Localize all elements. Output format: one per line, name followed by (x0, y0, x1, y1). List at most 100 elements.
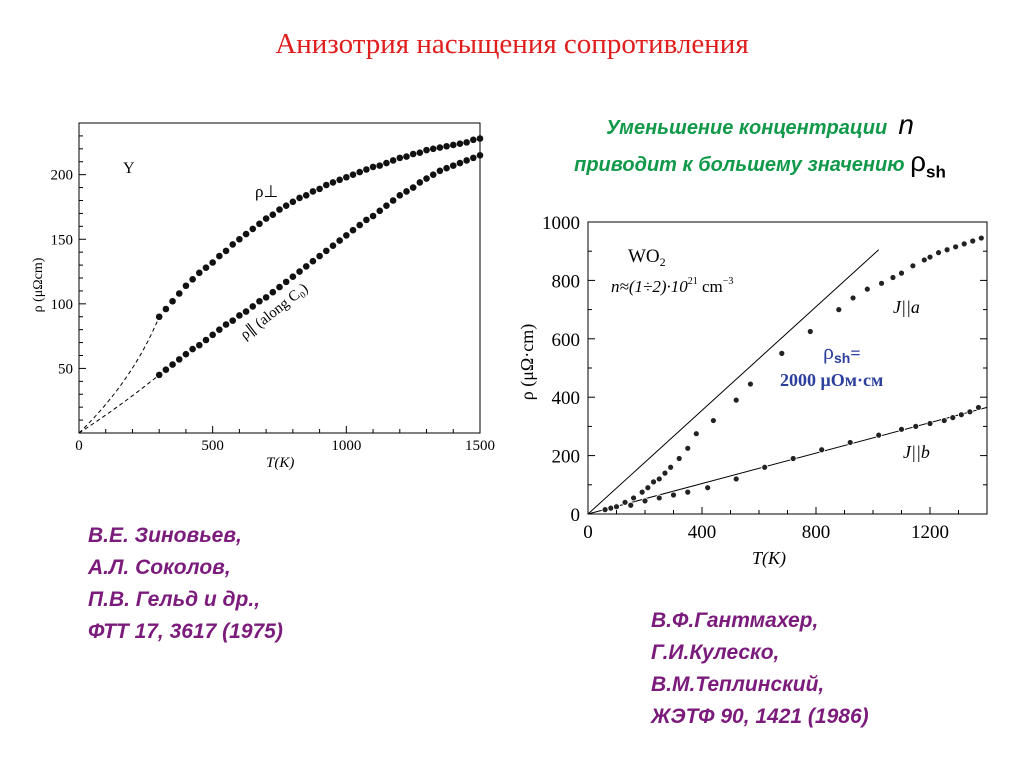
point-rho-par (343, 232, 350, 239)
point-rho-par (302, 263, 310, 270)
reference-right-line: В.Ф.Гантмахер, (651, 609, 819, 632)
point-j-b (846, 439, 854, 446)
point-rho-perp (169, 297, 176, 305)
point-rho-perp (155, 313, 163, 321)
point-rho-par (456, 159, 464, 167)
point-rho-perp (182, 282, 190, 290)
point-rho-perp (262, 215, 270, 222)
point-rho-perp (416, 149, 424, 157)
legend-perp-text: ρ⊥ (255, 182, 278, 201)
y-tick-label: 150 (51, 232, 74, 248)
point-rho-perp (249, 225, 257, 233)
reference-left-line: ФТТ 17, 3617 (1975) (88, 620, 283, 643)
point-j-b (926, 420, 934, 427)
note-rho-sub: sh (926, 162, 946, 182)
chart-left-tick-labels: 0 500 1000 1500 50 100 150 200 (51, 168, 496, 454)
point-j-a (661, 469, 669, 477)
x-tick-label: 0 (75, 438, 83, 454)
y-tick-label: 1000 (542, 213, 580, 234)
point-j-a (655, 475, 663, 483)
point-rho-perp (463, 139, 470, 146)
note-text: Уменьшение концентрации n приводит к бол… (540, 108, 980, 190)
point-rho-par (329, 242, 337, 250)
point-j-b (875, 431, 883, 439)
point-rho-par (376, 207, 384, 215)
point-rho-perp (476, 135, 484, 142)
point-j-b (684, 488, 692, 496)
point-rho-par (269, 288, 277, 296)
note-rho: ρ (910, 146, 927, 177)
point-rho-par (423, 175, 430, 182)
point-rho-par (443, 164, 450, 172)
point-rho-par (416, 179, 424, 186)
point-rho-par (349, 226, 357, 234)
point-rho-par (242, 308, 250, 315)
chart-left-points (155, 135, 484, 379)
point-rho-par (336, 237, 343, 244)
point-rho-perp (316, 185, 323, 193)
point-rho-perp (349, 171, 357, 178)
y-tick-label: 400 (552, 388, 581, 409)
chart-right-ref-line-shallow (587, 406, 988, 515)
chart-right-rho-sh: ρsh= (823, 339, 861, 366)
point-j-a (935, 249, 942, 257)
point-j-a (732, 396, 740, 404)
point-rho-perp (456, 140, 464, 147)
point-rho-perp (222, 247, 230, 255)
chart-right-concentration: n≈(1÷2)·1021 cm−3 (611, 276, 733, 296)
point-j-b (670, 491, 677, 499)
point-rho-perp (296, 194, 303, 202)
chart-left-extrapolation-par (78, 374, 160, 434)
chart-right-tick-labels: 0 400 800 1200 0 200 400 600 800 1000 (542, 213, 949, 543)
point-rho-perp (369, 163, 377, 171)
chart-right-ref-line-steep (587, 249, 880, 515)
sample-sub: 2 (660, 255, 666, 269)
point-rho-par (363, 216, 370, 224)
reference-left-line: В.Е. Зиновьев, (88, 524, 242, 547)
point-j-b (818, 446, 826, 454)
point-j-a (898, 269, 905, 277)
concentration-unit-exp: −3 (723, 276, 734, 287)
point-rho-perp (409, 150, 417, 158)
point-j-b (898, 425, 905, 433)
point-j-b (613, 503, 620, 511)
point-rho-par (175, 356, 183, 363)
y-tick-label: 600 (552, 330, 581, 351)
point-rho-par (222, 321, 230, 328)
point-rho-par (356, 221, 364, 229)
point-rho-par (216, 326, 223, 333)
chart-left-ticks (78, 135, 481, 433)
point-rho-perp (209, 259, 216, 266)
point-rho-par (463, 157, 470, 164)
point-rho-par (316, 252, 323, 260)
rho-sh-label: ρ (823, 339, 834, 364)
point-rho-par (296, 268, 303, 275)
note-rho-sh: ρsh (910, 146, 946, 182)
y-tick-label: 200 (51, 168, 74, 184)
point-rho-perp (329, 179, 337, 186)
point-rho-par (182, 350, 190, 358)
point-j-b (732, 475, 740, 483)
point-j-a (835, 306, 843, 314)
point-j-a (675, 455, 683, 462)
point-rho-par (449, 162, 457, 169)
point-j-b (627, 501, 635, 509)
point-rho-perp (276, 206, 283, 213)
reference-left: В.Е. Зиновьев, А.Л. Соколов, П.В. Гельд … (88, 520, 283, 648)
chart-right-label-jb: J||b (903, 442, 930, 462)
chart-right-ylabel: ρ (μΩ·cm) (517, 324, 538, 400)
x-tick-label: 1500 (465, 438, 495, 454)
point-j-b (975, 404, 982, 411)
point-j-a (909, 262, 917, 270)
point-rho-perp (470, 136, 477, 144)
concentration-unit: cm (698, 277, 723, 296)
point-j-a (960, 240, 968, 248)
x-tick-label: 0 (583, 522, 593, 543)
point-rho-perp (216, 252, 223, 260)
point-j-a (684, 444, 692, 452)
chart-left-extrapolation-perp (78, 316, 160, 434)
chart-right-sample: WO2 (628, 246, 666, 269)
chart-right-rho-sh-value: 2000 μОм·см (780, 370, 883, 390)
point-rho-perp (389, 157, 397, 164)
